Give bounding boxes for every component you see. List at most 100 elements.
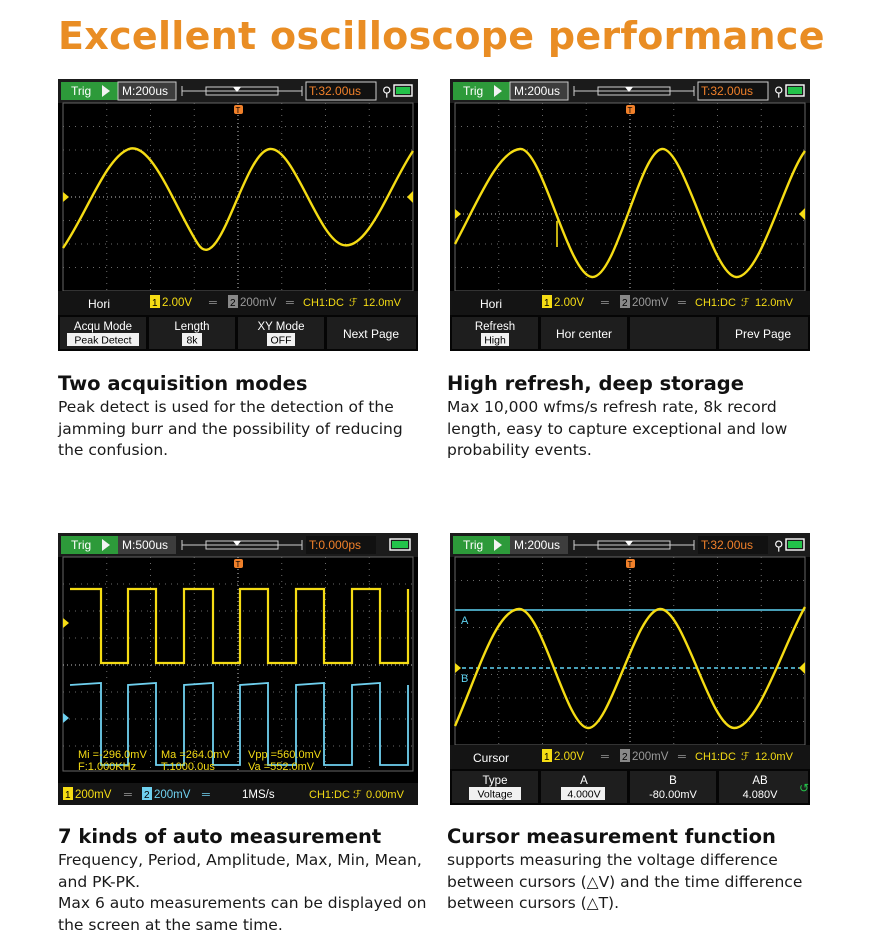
softkey-length[interactable]: Length 8k <box>149 317 235 349</box>
memory-position-marker <box>625 541 633 546</box>
cursor-delta-value: 4.080V <box>743 789 779 801</box>
ch1-zero-marker[interactable] <box>63 192 69 202</box>
trigger-time-box <box>697 81 769 101</box>
oscilloscope-screen-cursor: Trig M:200us T:32.00us ⚲ T A B Cursor 1 … <box>450 533 810 805</box>
feature-title: Cursor measurement function <box>447 825 776 848</box>
feature-title: Two acquisition modes <box>58 372 308 395</box>
svg-text:═: ═ <box>600 751 609 763</box>
cursor-a-value: 4.000V <box>567 789 600 801</box>
feature-description: Max 10,000 wfms/s refresh rate, 8k recor… <box>447 398 788 460</box>
softkey-prev-page[interactable]: Prev Page <box>719 317 808 349</box>
softkey-refresh[interactable]: Refresh High <box>452 317 538 349</box>
acqu-mode-value: Peak Detect <box>74 335 131 347</box>
battery-icon <box>389 538 411 551</box>
trigger-position-marker[interactable] <box>234 559 243 568</box>
memory-position-bar <box>597 540 671 550</box>
softkey-next-page[interactable]: Next Page <box>327 317 416 349</box>
ch1-waveform-trace <box>453 147 806 279</box>
ch1-zero-marker[interactable] <box>455 663 461 673</box>
svg-text:═: ═ <box>123 789 132 801</box>
ch1-waveform-trace <box>453 606 807 730</box>
page-headline: Excellent oscilloscope performance <box>58 14 825 58</box>
menu-title: Hori <box>88 297 110 311</box>
trig-status-badge <box>61 82 119 100</box>
ch1-zero-marker[interactable] <box>455 209 461 219</box>
ch1-scale-value: 2.00V <box>554 297 584 309</box>
run-play-icon <box>102 539 110 551</box>
trigger-position-marker[interactable] <box>626 559 635 568</box>
ch2-zero-marker[interactable] <box>63 713 69 723</box>
softkey-acqu-mode[interactable]: Acqu Mode Peak Detect <box>60 317 146 349</box>
svg-text:2: 2 <box>230 298 236 309</box>
trigger-time-value: T:32.00us <box>701 538 753 552</box>
softkey-cursor-a[interactable]: A 4.000V <box>541 771 627 803</box>
softkey-cursor-ab[interactable]: AB 4.080V ↺ <box>719 771 809 803</box>
ch1-trigger-level-marker[interactable] <box>799 662 805 674</box>
svg-text:Prev Page: Prev Page <box>735 327 791 341</box>
return-arrow-icon: ↺ <box>799 781 809 795</box>
menu-title: Cursor <box>473 751 509 765</box>
feature-auto-measurement: 7 kinds of auto measurement Frequency, P… <box>58 825 438 937</box>
svg-text:═: ═ <box>285 297 294 309</box>
battery-icon <box>785 538 805 551</box>
softkey-empty[interactable] <box>630 317 716 349</box>
feature-description: Peak detect is used for the detection of… <box>58 398 403 460</box>
trigger-level-value: 0.00mV <box>366 789 405 801</box>
softkey-xy-mode[interactable]: XY Mode OFF <box>238 317 324 349</box>
auto-measurement-panel: Mi =-296.0mV Ma =264.0mV Vpp =560.0mV F:… <box>78 749 322 773</box>
sample-rate-value: 1MS/s <box>242 789 275 801</box>
ch2-square-wave-trace <box>69 682 409 766</box>
measurement-average: Va =552.0mV <box>248 761 315 773</box>
ch2-scale-value: 200mV <box>240 297 277 309</box>
ch1-trigger-level-marker[interactable] <box>407 191 413 203</box>
cursor-a-label: A <box>461 615 469 627</box>
ch1-trigger-level-marker[interactable] <box>799 208 805 220</box>
trigger-coupling: CH1:DC <box>303 297 344 309</box>
timebase-box <box>117 81 177 101</box>
svg-text:Hor center: Hor center <box>556 327 612 341</box>
trigger-position-marker[interactable] <box>234 105 243 114</box>
softkey-cursor-type[interactable]: Type Voltage <box>452 771 538 803</box>
feature-description: supports measuring the voltage differenc… <box>447 851 803 913</box>
svg-text:ℱ: ℱ <box>353 789 362 801</box>
svg-text:═: ═ <box>208 297 217 309</box>
trigger-time-value: T:0.000ps <box>309 538 361 552</box>
ch2-scale-value: 200mV <box>154 789 191 801</box>
measurement-min: Mi =-296.0mV <box>78 749 147 761</box>
trigger-position-marker[interactable] <box>626 105 635 114</box>
svg-text:A: A <box>580 775 588 787</box>
svg-text:1: 1 <box>65 790 71 801</box>
trigger-coupling: CH1:DC <box>695 297 736 309</box>
timebase-value: M:200us <box>122 84 168 98</box>
usb-icon: ⚲ <box>774 84 784 99</box>
battery-icon <box>393 84 413 97</box>
feature-acquisition-modes: Two acquisition modes Peak detect is use… <box>58 372 438 462</box>
timebase-value: M:200us <box>514 538 560 552</box>
svg-text:ℱ: ℱ <box>741 297 750 309</box>
cursor-b-value: -80.00mV <box>649 789 697 801</box>
feature-title: 7 kinds of auto measurement <box>58 825 382 848</box>
usb-icon: ⚲ <box>774 538 784 553</box>
memory-position-bar <box>205 86 279 96</box>
softkey-hor-center[interactable]: Hor center <box>541 317 627 349</box>
ch1-scale-value: 200mV <box>75 789 112 801</box>
trigger-level-value: 12.0mV <box>755 751 794 763</box>
run-play-icon <box>494 539 502 551</box>
trig-label: Trig <box>71 538 91 552</box>
trigger-time-box <box>305 81 377 101</box>
timebase-value: M:200us <box>514 84 560 98</box>
svg-text:2: 2 <box>144 790 150 801</box>
usb-icon: ⚲ <box>382 84 392 99</box>
svg-text:T: T <box>628 560 633 569</box>
battery-icon <box>785 84 805 97</box>
trigger-time-box <box>698 536 768 554</box>
xy-mode-value: OFF <box>271 335 292 347</box>
refresh-value: High <box>484 335 506 347</box>
svg-text:ℱ: ℱ <box>741 751 750 763</box>
feature-title: High refresh, deep storage <box>447 372 744 395</box>
trigger-time-box <box>306 536 376 554</box>
softkey-cursor-b[interactable]: B -80.00mV <box>630 771 716 803</box>
ch1-zero-marker[interactable] <box>63 618 69 628</box>
svg-text:T: T <box>236 560 241 569</box>
svg-text:ℱ: ℱ <box>349 297 358 309</box>
